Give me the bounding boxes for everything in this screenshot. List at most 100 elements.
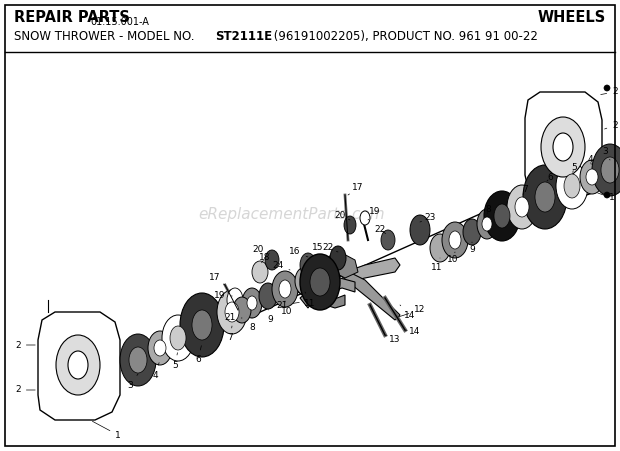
Text: 3: 3 <box>127 374 138 390</box>
Text: 2: 2 <box>15 386 35 395</box>
Text: 19: 19 <box>368 207 381 220</box>
Text: SNOW THROWER - MODEL NO.: SNOW THROWER - MODEL NO. <box>14 30 198 43</box>
Text: eReplacementParts.com: eReplacementParts.com <box>198 207 385 222</box>
Ellipse shape <box>217 290 247 334</box>
Ellipse shape <box>68 351 88 379</box>
Ellipse shape <box>449 231 461 249</box>
Polygon shape <box>340 270 400 320</box>
Ellipse shape <box>279 280 291 298</box>
Ellipse shape <box>553 133 573 161</box>
Ellipse shape <box>272 271 298 307</box>
Ellipse shape <box>170 326 186 350</box>
Ellipse shape <box>484 191 520 241</box>
Polygon shape <box>345 258 400 282</box>
Text: ST2111E: ST2111E <box>215 30 272 43</box>
Text: 6: 6 <box>547 174 553 183</box>
Ellipse shape <box>381 230 395 250</box>
Ellipse shape <box>330 246 346 270</box>
Ellipse shape <box>430 234 450 262</box>
Ellipse shape <box>360 211 370 225</box>
Ellipse shape <box>225 302 239 322</box>
Text: 24: 24 <box>272 261 290 270</box>
Text: 14: 14 <box>400 305 415 319</box>
Ellipse shape <box>247 296 257 310</box>
Ellipse shape <box>410 215 430 245</box>
Text: 5: 5 <box>172 353 178 369</box>
Ellipse shape <box>180 293 224 357</box>
Text: 7: 7 <box>522 185 528 194</box>
Text: 10: 10 <box>281 301 293 317</box>
Polygon shape <box>325 252 358 278</box>
Ellipse shape <box>482 217 492 231</box>
Ellipse shape <box>310 268 330 296</box>
Text: 16: 16 <box>290 248 308 257</box>
Ellipse shape <box>227 288 243 312</box>
Text: 11: 11 <box>432 258 443 272</box>
Polygon shape <box>38 312 120 420</box>
Text: 13: 13 <box>385 335 401 345</box>
Text: 20: 20 <box>252 245 269 254</box>
Text: 8: 8 <box>249 318 255 332</box>
Text: 7: 7 <box>227 326 233 342</box>
Ellipse shape <box>344 216 356 234</box>
Text: 10: 10 <box>447 252 459 264</box>
Ellipse shape <box>535 182 555 212</box>
Ellipse shape <box>56 335 100 395</box>
Text: 22: 22 <box>322 244 338 253</box>
Ellipse shape <box>601 157 619 183</box>
Polygon shape <box>300 278 355 308</box>
Text: 5: 5 <box>571 164 577 172</box>
Ellipse shape <box>148 331 172 365</box>
Text: 21: 21 <box>224 313 242 322</box>
Ellipse shape <box>507 185 537 229</box>
Text: 14: 14 <box>405 327 421 336</box>
Ellipse shape <box>442 222 468 258</box>
Ellipse shape <box>477 209 497 239</box>
Text: 9: 9 <box>267 310 273 325</box>
Ellipse shape <box>265 250 279 270</box>
Text: 19: 19 <box>215 291 232 300</box>
Ellipse shape <box>154 340 166 356</box>
Text: 2: 2 <box>601 87 618 97</box>
Ellipse shape <box>580 160 604 194</box>
Text: 21: 21 <box>277 300 299 309</box>
Ellipse shape <box>604 85 610 91</box>
Ellipse shape <box>300 254 340 310</box>
Ellipse shape <box>300 253 316 277</box>
Text: 2: 2 <box>15 341 35 350</box>
Polygon shape <box>525 92 602 198</box>
Ellipse shape <box>162 315 194 361</box>
Ellipse shape <box>556 163 588 209</box>
Ellipse shape <box>233 297 251 323</box>
Text: 6: 6 <box>195 346 202 364</box>
Text: 20: 20 <box>334 211 350 220</box>
Ellipse shape <box>564 174 580 198</box>
Text: 23: 23 <box>420 213 436 222</box>
Ellipse shape <box>192 310 212 340</box>
Ellipse shape <box>129 347 147 373</box>
Text: 18: 18 <box>259 253 271 263</box>
Text: 12: 12 <box>397 305 426 317</box>
Ellipse shape <box>523 165 567 229</box>
Ellipse shape <box>592 144 620 196</box>
Text: 01.15.001-A: 01.15.001-A <box>90 17 149 27</box>
Text: 22: 22 <box>374 226 386 235</box>
Ellipse shape <box>494 204 510 228</box>
Text: 9: 9 <box>469 242 475 254</box>
Ellipse shape <box>252 261 268 283</box>
Text: 4: 4 <box>587 156 593 165</box>
Text: WHEELS: WHEELS <box>538 10 606 25</box>
Text: 1: 1 <box>92 421 121 440</box>
Ellipse shape <box>295 267 315 295</box>
Ellipse shape <box>604 192 610 198</box>
Text: 2: 2 <box>604 120 618 129</box>
Ellipse shape <box>515 197 529 217</box>
Text: 17: 17 <box>348 184 364 195</box>
Text: 15: 15 <box>312 244 330 258</box>
Ellipse shape <box>541 117 585 177</box>
Text: (96191002205), PRODUCT NO. 961 91 00-22: (96191002205), PRODUCT NO. 961 91 00-22 <box>270 30 538 43</box>
Text: 11: 11 <box>304 292 316 308</box>
Text: REPAIR PARTS: REPAIR PARTS <box>14 10 130 25</box>
Ellipse shape <box>259 283 277 309</box>
Text: 1: 1 <box>598 193 615 202</box>
